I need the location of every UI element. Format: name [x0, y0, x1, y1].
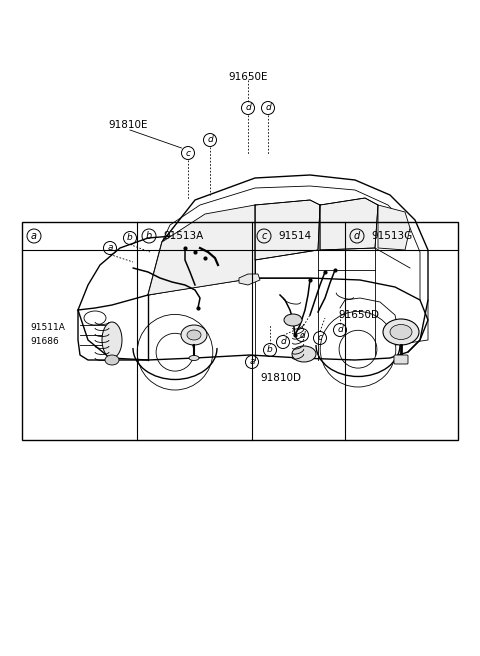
Text: 91810D: 91810D	[260, 373, 301, 383]
Ellipse shape	[383, 319, 419, 345]
Text: 91514: 91514	[278, 231, 311, 241]
Text: 91686: 91686	[30, 337, 59, 346]
Text: 91650D: 91650D	[338, 310, 379, 320]
Ellipse shape	[292, 346, 316, 362]
Text: a: a	[31, 231, 37, 241]
Polygon shape	[378, 205, 410, 250]
Polygon shape	[320, 198, 378, 250]
Polygon shape	[148, 205, 255, 295]
Text: a: a	[107, 243, 113, 253]
Text: d: d	[337, 325, 343, 335]
Ellipse shape	[105, 355, 119, 365]
Text: b: b	[267, 346, 273, 354]
Text: b: b	[146, 231, 152, 241]
Text: d: d	[280, 337, 286, 346]
Ellipse shape	[189, 356, 199, 361]
Text: c: c	[317, 333, 323, 342]
Text: c: c	[261, 231, 267, 241]
Text: 91810E: 91810E	[108, 120, 147, 130]
Text: d: d	[354, 231, 360, 241]
Ellipse shape	[102, 322, 122, 358]
Text: 91511A: 91511A	[30, 323, 65, 331]
Polygon shape	[255, 200, 320, 260]
Text: c: c	[185, 148, 191, 157]
Text: 91513G: 91513G	[371, 231, 412, 241]
Ellipse shape	[284, 314, 302, 326]
Ellipse shape	[84, 311, 106, 325]
Text: d: d	[265, 104, 271, 112]
Text: b: b	[127, 234, 133, 243]
Ellipse shape	[390, 325, 412, 340]
Text: a: a	[249, 358, 255, 367]
Text: 91650E: 91650E	[228, 72, 268, 82]
Text: d: d	[207, 136, 213, 144]
Text: d: d	[299, 331, 305, 340]
Polygon shape	[239, 274, 260, 285]
Ellipse shape	[187, 330, 201, 340]
Ellipse shape	[181, 325, 207, 345]
Polygon shape	[78, 278, 428, 360]
Text: d: d	[245, 104, 251, 112]
Text: 91513A: 91513A	[163, 231, 203, 241]
FancyBboxPatch shape	[394, 355, 408, 364]
